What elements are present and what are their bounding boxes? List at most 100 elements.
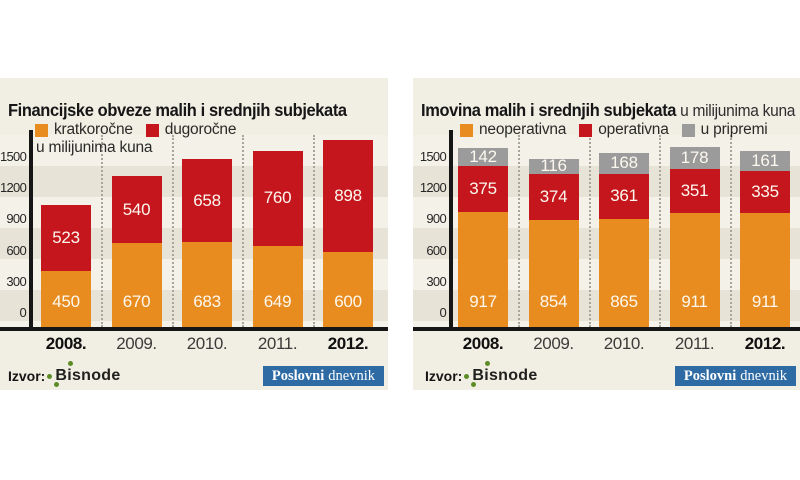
source-credit: Izvor: Bisnode [8,361,121,387]
bisnode-dot-icon [54,382,60,387]
bar-2010: 865 361 168 [599,152,649,327]
bisnode-dot-icon [68,361,74,366]
bar-value-label: 760 [263,188,292,208]
bar-segment-dugoročne: 898 [323,139,373,252]
plot-area: 917 375 142 854 374 116 865 361 168 911 351 178 911 3… [413,78,800,390]
bar-segment-kratkoročne: 683 [182,241,232,327]
y-tick-label: 1500 [419,149,447,164]
source-label: Izvor: [8,368,46,384]
legend-label: neoperativna [479,121,567,138]
x-category-label: 2011. [674,334,715,353]
brand-badge-word-2: dnevnik [328,367,375,384]
bar-2009: 670 540 [111,175,162,327]
source-name: Bisnode [55,367,121,384]
bar-segment-u-pripremi: 142 [458,148,508,166]
brand-badge-word-2: dnevnik [740,367,787,384]
y-tick-label: 1200 [0,180,27,196]
legend: neoperativna operativna u pripremi [460,121,768,139]
grid-separator [312,135,315,327]
grid-separator [101,135,104,327]
legend-item-kratkoročne: kratkoročne [35,121,133,139]
y-tick-label: 300 [426,273,446,289]
brand-badge: Poslovni dnevnik [674,366,796,386]
legend-swatch-icon [460,123,473,137]
bar-value-label: 898 [334,185,362,205]
legend-swatch-icon [145,123,159,137]
x-axis-line [0,327,388,331]
bar-value-label: 142 [469,146,497,166]
source-name: Bisnode [472,367,538,384]
brand-badge-word-1: Poslovni [683,367,737,384]
x-category-label: 2012. [744,334,786,353]
bar-value-label: 658 [193,190,221,210]
bisnode-dot-icon [47,374,53,379]
bar-segment-neoperativna: 911 [740,213,790,327]
bar-value-label: 450 [52,292,80,311]
chart-title-row: Imovina malih i srednjih subjekata u mil… [421,100,795,121]
y-tick-label: 300 [6,273,26,289]
bar-value-label: 168 [610,153,638,173]
bar-segment-kratkoročne: 600 [323,252,373,327]
bar-2011: 649 760 [252,150,303,327]
bar-value-label: 683 [193,292,221,311]
bar-value-label: 911 [681,292,708,311]
bar-2011: 911 351 178 [669,147,720,327]
bar-segment-neoperativna: 917 [458,212,508,327]
y-axis-line [29,130,33,331]
y-tick-label: 0 [19,305,26,320]
x-category-label: 2009. [116,334,157,353]
bar-segment-dugoročne: 760 [252,150,303,246]
y-tick-label: 600 [426,242,446,258]
bar-segment-operativna: 361 [599,173,649,219]
bar-2012: 600 898 [323,139,373,327]
bar-segment-kratkoročne: 450 [41,270,91,327]
bar-2012: 911 335 161 [740,151,790,327]
bar-value-label: 116 [540,156,567,176]
bar-segment-u-pripremi: 178 [669,147,720,170]
bar-2009: 854 374 116 [528,156,579,327]
y-tick-label: 0 [439,305,446,320]
bar-segment-operativna: 335 [740,171,790,214]
grid-separator [588,135,591,327]
bar-segment-dugoročne: 523 [41,205,91,271]
bar-value-label: 351 [680,181,709,201]
legend-item-u-pripremi: u pripremi [681,121,768,139]
legend-swatch-icon [681,123,695,137]
bar-value-label: 670 [122,292,151,311]
legend-label: dugoročne [164,121,237,138]
chart-title: Imovina malih i srednjih subjekata [421,99,677,120]
source-label: Izvor: [425,368,463,384]
bar-segment-dugoročne: 658 [182,159,232,242]
bisnode-dot-icon [471,382,477,387]
brand-badge: Poslovni dnevnik [262,366,384,386]
bar-value-label: 600 [334,292,362,311]
grid-separator [171,135,174,327]
bar-value-label: 523 [52,228,80,248]
x-category-label: 2009. [533,334,574,353]
x-category-label: 2008. [462,334,504,353]
y-tick-label: 900 [6,211,26,227]
chart-title: Financijske obveze malih i srednjih subj… [8,99,347,120]
bar-value-label: 540 [122,199,151,219]
y-tick-label: 600 [6,242,26,258]
bisnode-logo: Bisnode [464,361,538,387]
legend-swatch-icon [579,123,593,137]
plot-area: 450 523 670 540 683 658 649 760 600 898 [0,78,388,390]
grid-separator [242,135,245,327]
bar-segment-u-pripremi: 168 [599,152,649,174]
bar-value-label: 335 [751,182,779,202]
y-tick-label: 1500 [0,149,27,164]
bar-value-label: 865 [610,292,638,311]
bar-value-label: 649 [263,292,292,311]
bar-value-label: 854 [539,292,568,311]
source-credit: Izvor: Bisnode [425,361,538,387]
bar-segment-u-pripremi: 161 [740,151,790,172]
bar-segment-neoperativna: 854 [528,220,579,327]
x-category-label: 2010. [186,334,228,353]
grid-separator [729,135,732,327]
x-category-label: 2008. [45,334,87,353]
bar-value-label: 178 [680,148,709,168]
bar-2008: 917 375 142 [458,148,508,327]
legend: kratkoročne dugoročne [35,121,236,139]
chart-title-unit: u milijunima kuna [676,101,796,120]
